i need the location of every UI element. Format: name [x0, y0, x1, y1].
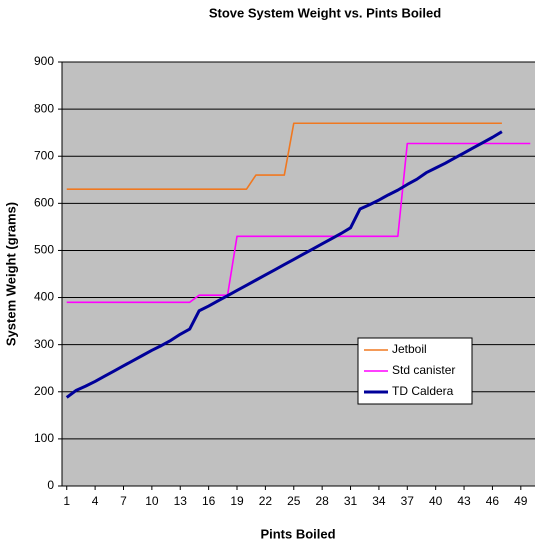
x-tick-label: 46: [486, 494, 500, 508]
x-tick-label: 49: [514, 494, 528, 508]
x-tick-label: 31: [344, 494, 358, 508]
series-line: [66, 142, 531, 304]
x-tick-label: 16: [202, 494, 216, 508]
y-tick-label: 500: [34, 243, 54, 257]
legend-label: Std canister: [392, 363, 455, 377]
x-tick-label: 1: [63, 494, 70, 508]
y-tick-label: 200: [34, 384, 54, 398]
y-tick-label: 700: [34, 148, 54, 162]
y-axis-label: System Weight (grams): [3, 202, 18, 346]
x-tick-label: 4: [92, 494, 99, 508]
y-tick-label: 900: [34, 54, 54, 68]
plot-area: [62, 62, 535, 486]
y-tick-label: 600: [34, 196, 54, 210]
x-tick-label: 7: [120, 494, 127, 508]
x-tick-label: 10: [145, 494, 159, 508]
y-tick-label: 0: [47, 478, 54, 492]
x-tick-label: 40: [429, 494, 443, 508]
x-tick-label: 34: [372, 494, 386, 508]
x-tick-label: 22: [259, 494, 273, 508]
y-tick-label: 400: [34, 290, 54, 304]
y-tick-label: 100: [34, 431, 54, 445]
chart-title: Stove System Weight vs. Pints Boiled: [209, 5, 441, 20]
x-tick-label: 19: [230, 494, 244, 508]
legend-label: Jetboil: [392, 342, 427, 356]
legend-label: TD Caldera: [392, 384, 454, 398]
x-tick-label: 25: [287, 494, 301, 508]
y-tick-label: 800: [34, 101, 54, 115]
series-line: [65, 130, 503, 399]
x-tick-label: 37: [401, 494, 415, 508]
x-tick-label: 13: [174, 494, 188, 508]
y-tick-label: 300: [34, 337, 54, 351]
x-tick-label: 43: [457, 494, 471, 508]
x-tick-label: 28: [315, 494, 329, 508]
series-line: [66, 122, 502, 190]
x-axis-label: Pints Boiled: [260, 526, 335, 541]
